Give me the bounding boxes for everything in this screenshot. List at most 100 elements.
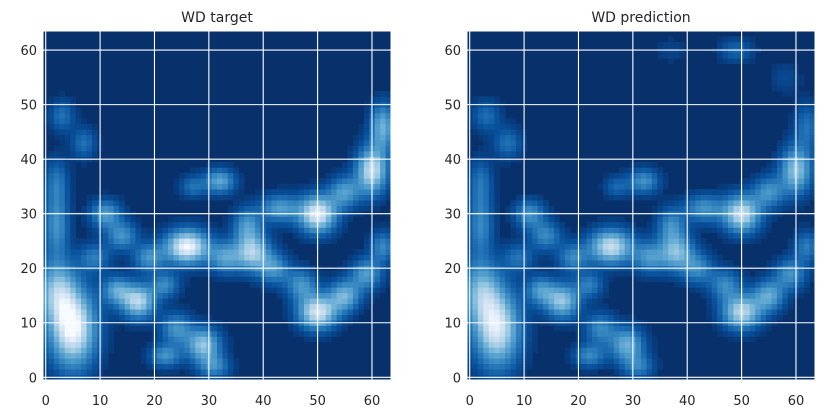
heatmap-cell	[711, 292, 718, 299]
heatmap-cell	[787, 140, 794, 146]
heatmap-cell	[217, 167, 223, 174]
heatmap-cell	[586, 270, 593, 277]
heatmap-cell	[70, 336, 77, 343]
heatmap-cell	[787, 303, 794, 310]
heatmap-cell	[70, 216, 77, 223]
heatmap-cell	[178, 194, 185, 201]
heatmap-cell	[526, 347, 533, 354]
heatmap-cell	[168, 292, 174, 299]
heatmap-cell	[320, 216, 327, 223]
heatmap-cell	[64, 140, 71, 146]
heatmap-cell	[195, 227, 202, 234]
heatmap-cell	[472, 216, 479, 223]
heatmap-cell	[798, 238, 805, 245]
heatmap-cell	[227, 352, 234, 359]
heatmap-cell	[668, 58, 675, 65]
heatmap-cell	[592, 314, 598, 321]
heatmap-cell	[728, 216, 734, 223]
heatmap-cell	[271, 243, 278, 250]
heatmap-cell	[86, 363, 93, 370]
heatmap-cell	[706, 227, 713, 234]
heatmap-cell	[592, 276, 598, 283]
heatmap-cell	[706, 260, 713, 266]
heatmap-cell	[651, 249, 658, 255]
heatmap-cell	[608, 363, 615, 370]
heatmap-cell	[689, 254, 696, 261]
heatmap-cell	[342, 200, 348, 206]
heatmap-cell	[483, 243, 490, 250]
heatmap-cell	[184, 309, 191, 315]
heatmap-cell	[711, 227, 718, 234]
heatmap-cell	[352, 172, 359, 179]
heatmap-cell	[309, 325, 316, 332]
heatmap-cell	[488, 249, 495, 255]
heatmap-cell	[162, 249, 169, 255]
heatmap-cell	[200, 221, 207, 228]
heatmap-cell	[711, 216, 718, 223]
heatmap-cell	[635, 270, 642, 277]
heatmap-cell	[635, 325, 642, 332]
heatmap-cell	[53, 200, 60, 206]
heatmap-cell	[635, 336, 642, 343]
heatmap-cell	[641, 167, 647, 174]
heatmap-cell	[809, 227, 816, 234]
heatmap-cell	[352, 205, 359, 212]
heatmap-cell	[472, 129, 479, 136]
heatmap-cell	[320, 309, 327, 315]
heatmap-cell	[766, 287, 772, 294]
heatmap-cell	[385, 140, 392, 146]
heatmap-cell	[363, 140, 370, 146]
heatmap-cell	[646, 270, 653, 277]
heatmap-cell	[483, 118, 490, 125]
heatmap-cell	[771, 298, 778, 305]
heatmap-cell	[744, 281, 751, 288]
heatmap-cell	[657, 189, 664, 195]
heatmap-cell	[494, 336, 501, 343]
heatmap-cell	[108, 287, 115, 294]
heatmap-cell	[287, 276, 294, 283]
heatmap-cell	[733, 52, 740, 59]
heatmap-cell	[728, 194, 734, 201]
heatmap-cell	[679, 260, 685, 266]
heatmap-cell	[532, 200, 539, 206]
heatmap-cell	[581, 336, 588, 343]
heatmap-cell	[494, 96, 501, 103]
heatmap-cell	[651, 352, 658, 359]
heatmap-cell	[646, 232, 653, 239]
heatmap-cell	[798, 281, 805, 288]
heatmap-cell	[91, 314, 98, 321]
heatmap-cell	[635, 352, 642, 359]
heatmap-cell	[178, 221, 185, 228]
y-tick-label: 40	[20, 153, 37, 168]
heatmap-cell	[809, 134, 816, 141]
heatmap-cell	[178, 216, 185, 223]
heatmap-cell	[711, 200, 718, 206]
heatmap-cell	[130, 314, 136, 321]
heatmap-cell	[717, 36, 723, 43]
heatmap-cell	[298, 281, 305, 288]
heatmap-cell	[766, 298, 772, 305]
heatmap-cell	[113, 281, 120, 288]
heatmap-cell	[619, 167, 626, 174]
heatmap-cell	[91, 227, 98, 234]
heatmap-cell	[597, 227, 604, 234]
heatmap-cell	[700, 205, 707, 212]
heatmap-cell	[499, 118, 506, 125]
heatmap-cell	[635, 347, 642, 354]
heatmap-cell	[635, 183, 642, 190]
heatmap-cell	[173, 281, 180, 288]
heatmap-cell	[766, 309, 772, 315]
heatmap-cell	[91, 330, 98, 337]
heatmap-cell	[586, 352, 593, 359]
heatmap-cell	[374, 238, 381, 245]
heatmap-cell	[586, 325, 593, 332]
heatmap-cell	[771, 303, 778, 310]
heatmap-cell	[586, 303, 593, 310]
heatmap-cell	[135, 281, 142, 288]
heatmap-cell	[760, 167, 767, 174]
heatmap-cell	[641, 183, 647, 190]
heatmap-cell	[249, 205, 256, 212]
heatmap-cell	[798, 221, 805, 228]
heatmap-cell	[477, 227, 484, 234]
heatmap-cell	[755, 298, 762, 305]
